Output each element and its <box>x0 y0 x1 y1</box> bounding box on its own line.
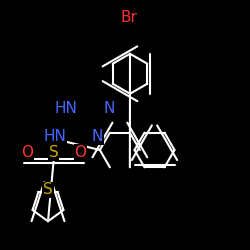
Text: N: N <box>92 129 103 144</box>
Text: S: S <box>43 182 53 198</box>
Text: N: N <box>103 101 115 116</box>
Text: S: S <box>49 145 58 160</box>
Text: HN: HN <box>55 101 78 116</box>
Text: Br: Br <box>120 10 137 25</box>
Text: O: O <box>74 145 86 160</box>
Text: HN: HN <box>44 129 66 144</box>
Text: O: O <box>21 145 33 160</box>
